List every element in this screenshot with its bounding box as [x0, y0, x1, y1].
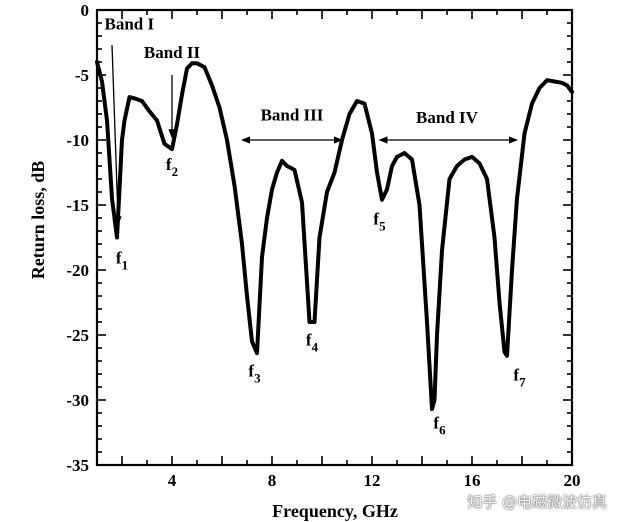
axes [95, 8, 574, 467]
y-tick-label: -10 [66, 131, 89, 150]
point-label: f6 [433, 414, 446, 438]
point-label: f7 [513, 366, 526, 390]
y-tick-label: -30 [66, 391, 89, 410]
tick-marks [97, 10, 572, 465]
point-label-base: f [166, 155, 172, 174]
watermark-text: 知乎 @电磁微波仿真 [467, 493, 607, 511]
x-tick-label: 4 [168, 471, 177, 490]
point-label-subscript: 5 [379, 219, 386, 234]
point-label: f2 [166, 155, 178, 179]
point-label-base: f [513, 366, 519, 385]
y-tick-label: -5 [75, 66, 89, 85]
point-label: f4 [306, 330, 319, 354]
band-label: Band II [144, 43, 201, 62]
tick-labels: 4 8 12 16 200-5-10-15-20-25-30-35 [66, 1, 580, 490]
y-tick-label: -20 [66, 261, 89, 280]
point-label-subscript: 6 [439, 423, 446, 438]
point-label-subscript: 1 [122, 258, 129, 273]
return-loss-line [95, 60, 574, 412]
point-label: f3 [248, 362, 261, 386]
y-axis-label: Return loss, dB [28, 161, 48, 280]
series [95, 60, 574, 412]
point-label-base: f [433, 414, 439, 433]
y-tick-label: -15 [66, 196, 89, 215]
point-label-subscript: 7 [519, 375, 526, 390]
point-label-base: f [116, 249, 122, 268]
plot-frame [95, 8, 574, 467]
x-tick-label: 12 [364, 471, 381, 490]
x-tick-label: 8 [268, 471, 277, 490]
y-tick-label: 0 [81, 1, 90, 20]
band-label: Band I [105, 15, 155, 34]
y-tick-label: -35 [66, 456, 89, 475]
band-label: Band IV [416, 108, 479, 127]
x-tick-label: 16 [464, 471, 481, 490]
point-label-subscript: 3 [254, 371, 261, 386]
point-label-base: f [373, 210, 379, 229]
point-label-base: f [248, 362, 254, 381]
point-label-subscript: 4 [312, 339, 319, 354]
x-axis-label: Frequency, GHz [272, 501, 398, 521]
point-label: f1 [116, 249, 128, 273]
band-arrow [111, 45, 122, 226]
point-label-subscript: 2 [172, 164, 179, 179]
band-label: Band III [261, 106, 324, 125]
y-tick-label: -25 [66, 326, 89, 345]
point-label-base: f [306, 330, 312, 349]
x-tick-label: 20 [564, 471, 581, 490]
point-label: f5 [373, 210, 386, 234]
